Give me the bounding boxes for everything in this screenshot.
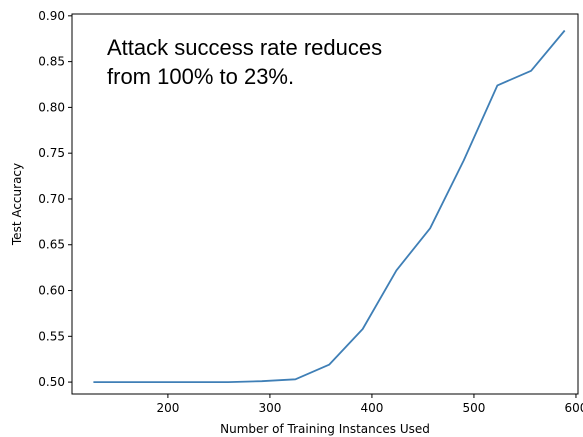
- y-axis-label: Test Accuracy: [10, 163, 24, 246]
- chart-annotation: Attack success rate reduces from 100% to…: [107, 35, 389, 89]
- y-tick-label: 0.55: [38, 329, 65, 343]
- y-tick-label: 0.90: [38, 9, 65, 23]
- x-tick-label: 200: [156, 401, 179, 415]
- x-tick-label: 400: [360, 401, 383, 415]
- y-tick-label: 0.70: [38, 192, 65, 206]
- y-tick-label: 0.85: [38, 55, 65, 69]
- y-axis: 0.50 0.55 0.60 0.65 0.70 0.75 0.80 0.85 0.90: [38, 9, 72, 389]
- x-tick-label: 600: [565, 401, 583, 415]
- x-tick-label: 300: [258, 401, 281, 415]
- y-tick-label: 0.80: [38, 100, 65, 114]
- series-line: [93, 29, 566, 384]
- plot-frame: [71, 13, 579, 395]
- y-tick-label: 0.65: [38, 238, 65, 252]
- x-tick-label: 500: [462, 401, 485, 415]
- x-axis: 200 300 400 500 600: [156, 394, 583, 415]
- y-tick-label: 0.60: [38, 284, 65, 298]
- y-tick-label: 0.75: [38, 146, 65, 160]
- plot-area: [93, 29, 566, 384]
- x-axis-label: Number of Training Instances Used: [220, 422, 430, 436]
- y-tick-label: 0.50: [38, 375, 65, 389]
